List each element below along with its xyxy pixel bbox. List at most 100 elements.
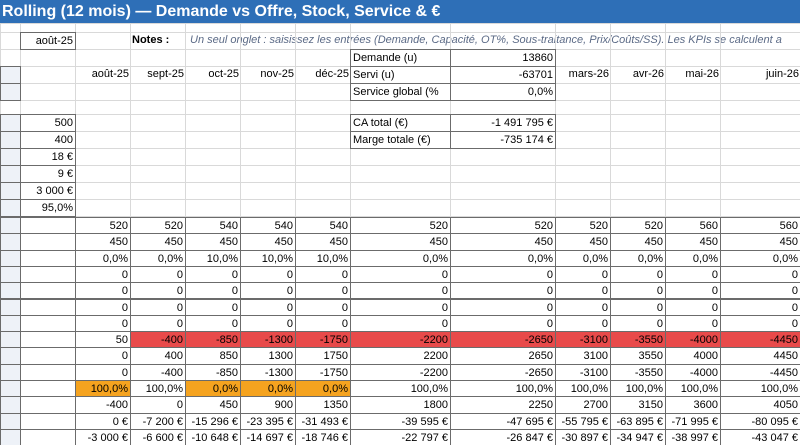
data-cell: -850 xyxy=(185,363,241,381)
data-cell: 400 xyxy=(130,347,186,365)
row-blank xyxy=(20,265,76,284)
month-header: sept-25 xyxy=(147,68,184,80)
data-cell: 0 xyxy=(610,265,666,284)
data-cell: 0,0% xyxy=(240,380,296,398)
data-cell: 4000 xyxy=(665,347,721,365)
data-cell: 0 xyxy=(665,265,721,284)
row-blank xyxy=(20,331,76,349)
data-cell: 100,0% xyxy=(450,380,556,398)
data-cell: 450 xyxy=(185,233,241,251)
data-cell: 0,0% xyxy=(610,249,666,267)
data-cell: -3550 xyxy=(610,363,666,381)
data-cell: -400 xyxy=(75,396,131,414)
data-cell: 450 xyxy=(665,233,721,251)
data-cell: 450 xyxy=(450,233,556,251)
data-cell: 560 xyxy=(720,217,800,235)
month-header: avr-26 xyxy=(632,68,664,80)
data-cell: 450 xyxy=(295,233,351,251)
kpi-label: Servi (u) xyxy=(350,66,451,84)
row-stub xyxy=(0,412,21,430)
kpi-label: CA total (€) xyxy=(350,114,451,132)
data-cell: 560 xyxy=(665,217,721,235)
data-cell: 0 xyxy=(665,298,721,316)
data-cell: 4450 xyxy=(720,347,800,365)
data-cell: -63 895 € xyxy=(610,412,666,430)
data-cell: 0 xyxy=(450,282,556,300)
input-value: 95,0% xyxy=(20,199,76,217)
data-cell: -4000 xyxy=(665,363,721,381)
data-cell: 0,0% xyxy=(350,249,451,267)
data-cell: 100,0% xyxy=(350,380,451,398)
notes-text: Un seul onglet : saisissez les entrées (… xyxy=(190,34,782,46)
data-cell: 1300 xyxy=(240,347,296,365)
data-cell: 0 xyxy=(75,265,131,284)
data-cell: 0 xyxy=(450,314,556,333)
data-cell: 450 xyxy=(130,233,186,251)
data-cell: 520 xyxy=(350,217,451,235)
row-stub xyxy=(0,282,21,300)
row-blank xyxy=(20,347,76,365)
data-cell: 0,0% xyxy=(295,380,351,398)
kpi-value: 13860 xyxy=(450,49,556,67)
row-stub xyxy=(0,233,21,251)
data-cell: 2650 xyxy=(450,347,556,365)
data-cell: 450 xyxy=(75,233,131,251)
row-stub xyxy=(0,298,21,316)
row-blank xyxy=(20,428,76,445)
data-cell: -34 947 € xyxy=(610,428,666,445)
data-cell: -2650 xyxy=(450,363,556,381)
data-cell: -2200 xyxy=(350,363,451,381)
data-cell: -30 897 € xyxy=(555,428,611,445)
data-cell: 0 xyxy=(75,282,131,300)
row-blank xyxy=(20,282,76,300)
kpi-label: Marge totale (€) xyxy=(350,131,451,149)
data-cell: 0 xyxy=(75,363,131,381)
data-cell: 0 xyxy=(720,298,800,316)
row-stub xyxy=(0,347,21,365)
data-cell: -4450 xyxy=(720,331,800,349)
data-cell: 3550 xyxy=(610,347,666,365)
data-cell: 0 xyxy=(555,282,611,300)
start-month: août-25 xyxy=(20,32,76,50)
data-cell: 0 xyxy=(295,298,351,316)
data-cell: -7 200 € xyxy=(130,412,186,430)
row-stub xyxy=(0,380,21,398)
data-cell: 0 xyxy=(350,282,451,300)
row-stub xyxy=(0,396,21,414)
data-cell: -38 997 € xyxy=(665,428,721,445)
data-cell: 0 xyxy=(450,298,556,316)
row-stub xyxy=(0,182,21,200)
data-cell: 0 € xyxy=(75,412,131,430)
data-cell: 0 xyxy=(130,265,186,284)
data-cell: 0 xyxy=(295,282,351,300)
data-cell: 0 xyxy=(240,314,296,333)
data-cell: 0 xyxy=(720,282,800,300)
data-cell: -3100 xyxy=(555,331,611,349)
data-cell: -400 xyxy=(130,331,186,349)
row-blank xyxy=(20,363,76,381)
row-stub xyxy=(0,428,21,445)
month-header: nov-25 xyxy=(260,68,294,80)
data-cell: 520 xyxy=(555,217,611,235)
row-blank xyxy=(20,380,76,398)
grid-line xyxy=(0,165,800,166)
data-cell: 0,0% xyxy=(665,249,721,267)
row-stub xyxy=(0,148,21,166)
data-cell: 0 xyxy=(720,265,800,284)
grid-line xyxy=(0,216,800,217)
row-stub xyxy=(0,83,21,101)
data-cell: 50 xyxy=(75,331,131,349)
month-header: oct-25 xyxy=(208,68,239,80)
row-stub xyxy=(0,331,21,349)
kpi-label: Service global (% xyxy=(350,83,451,101)
data-cell: 450 xyxy=(240,233,296,251)
data-cell: 2700 xyxy=(555,396,611,414)
data-cell: 900 xyxy=(240,396,296,414)
data-cell: -31 493 € xyxy=(295,412,351,430)
data-cell: 450 xyxy=(185,396,241,414)
data-cell: 0 xyxy=(75,298,131,316)
data-cell: -10 648 € xyxy=(185,428,241,445)
data-cell: 100,0% xyxy=(720,380,800,398)
data-cell: -1300 xyxy=(240,331,296,349)
